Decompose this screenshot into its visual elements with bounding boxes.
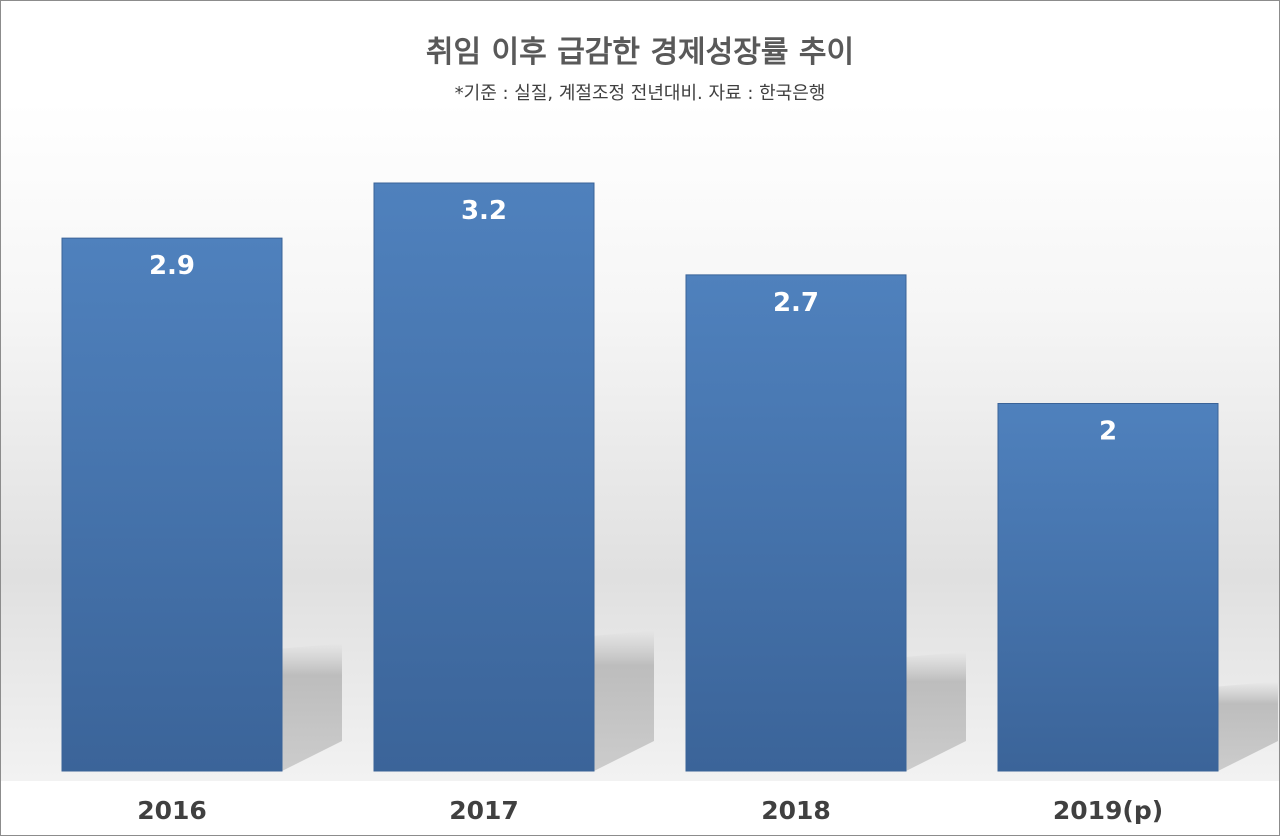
- bars-group: [61, 182, 1219, 772]
- bar-shadow: [1218, 681, 1278, 771]
- bar-2019(p): [997, 403, 1219, 772]
- bar-shadow: [282, 643, 342, 771]
- data-label: 2.7: [773, 288, 819, 318]
- x-tick-label: 2017: [449, 796, 519, 825]
- bar-shadow: [594, 630, 654, 771]
- x-tick-label: 2018: [761, 796, 831, 825]
- bar-2017: [373, 182, 595, 772]
- data-label: 2: [1099, 417, 1117, 447]
- bar-shadow: [906, 651, 966, 771]
- bar-shadows: [282, 630, 1278, 771]
- x-tick-label: 2016: [137, 796, 207, 825]
- value-labels-group: 2.9 3.2 2.7 2: [149, 196, 1117, 447]
- bar-2018: [685, 274, 907, 772]
- x-tick-label: 2019(p): [1053, 796, 1163, 825]
- category-labels-group: 2016 2017 2018 2019(p): [137, 796, 1163, 825]
- bar-2016: [61, 237, 283, 772]
- data-label: 3.2: [461, 196, 507, 226]
- chart-subtitle: *기준 : 실질, 계절조정 전년대비. 자료 : 한국은행: [454, 83, 826, 104]
- data-label: 2.9: [149, 251, 195, 281]
- chart-title: 취임 이후 급감한 경제성장률 추이: [425, 35, 855, 70]
